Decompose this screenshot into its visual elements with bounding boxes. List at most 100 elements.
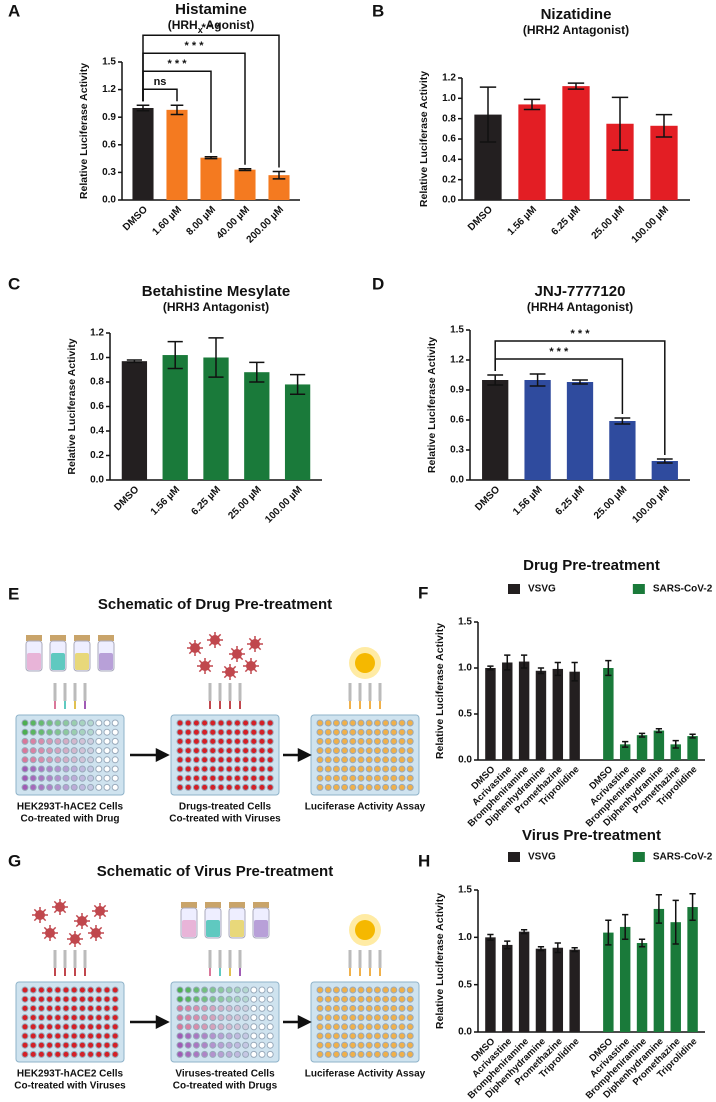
chart-title: Nizatidine xyxy=(541,6,612,23)
well xyxy=(332,747,340,755)
well xyxy=(192,1014,200,1022)
well xyxy=(87,783,95,791)
well xyxy=(365,995,373,1003)
bar xyxy=(603,668,614,760)
well xyxy=(242,737,250,745)
error-bar xyxy=(571,946,578,953)
well xyxy=(111,719,119,727)
bar xyxy=(535,948,547,1032)
panel-letter: F xyxy=(418,583,428,602)
well xyxy=(250,1004,258,1012)
well xyxy=(324,995,332,1003)
well xyxy=(201,765,209,773)
well xyxy=(209,1041,217,1049)
well xyxy=(357,1050,365,1058)
well xyxy=(357,774,365,782)
bar xyxy=(485,937,496,1032)
well xyxy=(37,1032,45,1040)
well xyxy=(365,783,373,791)
well xyxy=(316,1004,324,1012)
well xyxy=(192,986,200,994)
y-tick-label: 0.0 xyxy=(450,475,464,486)
well xyxy=(62,1004,70,1012)
well xyxy=(192,995,200,1003)
well xyxy=(324,1014,332,1022)
well xyxy=(46,774,54,782)
well xyxy=(316,783,324,791)
well xyxy=(29,719,37,727)
well xyxy=(324,774,332,782)
well xyxy=(103,995,111,1003)
well xyxy=(184,765,192,773)
well xyxy=(217,783,225,791)
well xyxy=(382,747,390,755)
well xyxy=(382,1023,390,1031)
legend-label: VSVG xyxy=(528,584,556,595)
well xyxy=(37,986,45,994)
chart-title: Virus Pre-treatment xyxy=(522,827,661,844)
well xyxy=(382,783,390,791)
well xyxy=(406,728,414,736)
well xyxy=(324,747,332,755)
well xyxy=(70,719,78,727)
well xyxy=(242,986,250,994)
schematic-title: Schematic of Drug Pre-treatment xyxy=(98,596,332,613)
well xyxy=(21,783,29,791)
well xyxy=(46,747,54,755)
y-tick-label: 0.0 xyxy=(442,195,456,206)
well xyxy=(382,774,390,782)
well xyxy=(250,1023,258,1031)
bar xyxy=(518,931,530,1032)
well xyxy=(341,1004,349,1012)
well xyxy=(382,995,390,1003)
x-tick-label: 25.00 µM xyxy=(226,484,263,521)
well xyxy=(70,728,78,736)
well xyxy=(201,1023,209,1031)
well xyxy=(406,1041,414,1049)
well xyxy=(62,765,70,773)
well-plate xyxy=(310,714,420,796)
y-axis-label: Relative Luciferase Activity xyxy=(78,63,90,199)
y-tick-label: 1.2 xyxy=(102,84,116,95)
error-bar xyxy=(554,942,561,954)
well xyxy=(324,1004,332,1012)
y-tick-label: 1.5 xyxy=(458,885,472,896)
virus xyxy=(95,906,105,916)
error-bar xyxy=(136,104,150,112)
well xyxy=(21,728,29,736)
well xyxy=(365,747,373,755)
well xyxy=(54,719,62,727)
well xyxy=(78,1032,86,1040)
bar xyxy=(653,730,665,760)
well xyxy=(95,737,103,745)
well xyxy=(349,1050,357,1058)
y-tick-label: 0.0 xyxy=(90,475,104,486)
well xyxy=(390,1004,398,1012)
well xyxy=(316,1041,324,1049)
well xyxy=(87,995,95,1003)
well xyxy=(176,1041,184,1049)
well xyxy=(209,774,217,782)
well xyxy=(54,774,62,782)
bar xyxy=(653,908,665,1032)
well xyxy=(365,737,373,745)
well xyxy=(225,747,233,755)
well xyxy=(209,737,217,745)
well xyxy=(78,1004,86,1012)
well xyxy=(111,765,119,773)
well xyxy=(70,737,78,745)
error-bar xyxy=(638,938,646,948)
error-bar xyxy=(479,86,497,143)
well xyxy=(70,747,78,755)
well xyxy=(111,1004,119,1012)
y-tick-label: 1.2 xyxy=(450,355,464,366)
y-tick-label: 0.3 xyxy=(102,167,116,178)
well xyxy=(266,728,274,736)
well xyxy=(357,1004,365,1012)
well xyxy=(266,756,274,764)
well xyxy=(349,1041,357,1049)
well xyxy=(95,995,103,1003)
panel-letter: G xyxy=(8,851,21,870)
legend-label: SARS-CoV-2 xyxy=(653,584,713,595)
well xyxy=(217,774,225,782)
